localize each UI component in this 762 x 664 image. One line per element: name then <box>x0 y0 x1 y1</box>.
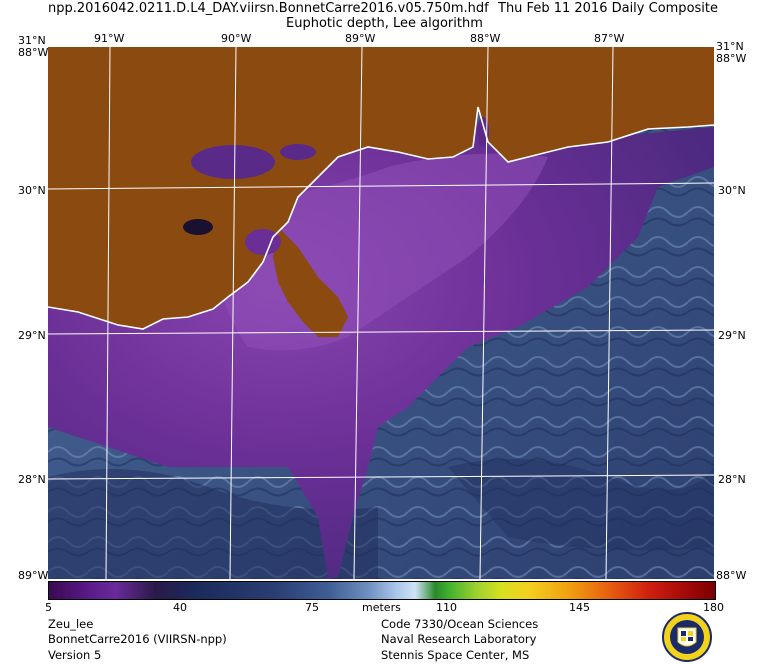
corner-label-top-right-2: 88°W <box>716 52 747 65</box>
colorbar-tick: 5 <box>45 601 52 614</box>
footer-version: Version 5 <box>48 647 102 662</box>
corner-label-top-left: 31°N <box>18 34 46 47</box>
longitude-label: 89°W <box>345 32 376 45</box>
colorbar-tick: 40 <box>173 601 187 614</box>
land-delta <box>273 227 348 337</box>
colorbar-tick: 180 <box>703 601 724 614</box>
longitude-label: 90°W <box>221 32 252 45</box>
filename-title: npp.2016042.0211.D.L4_DAY.viirsn.BonnetC… <box>48 1 489 16</box>
bay-small <box>477 117 489 147</box>
product-title: Euphotic depth, Lee algorithm <box>286 16 483 31</box>
colorbar-tick: 75 <box>305 601 319 614</box>
footer-product: Zeu_lee <box>48 617 94 631</box>
date-title: Thu Feb 11 2016 Daily Composite <box>498 1 718 16</box>
footer-region: BonnetCarre2016 (VIIRSN-npp) <box>48 632 227 647</box>
land <box>48 47 714 329</box>
corner-label-bottom-right: 88°W <box>716 569 747 582</box>
footer-lab: Naval Research Laboratory <box>381 632 537 647</box>
navy-seal-logo <box>662 612 712 662</box>
latitude-label-right: 30°N <box>718 184 746 197</box>
longitude-label: 88°W <box>470 32 501 45</box>
lake-borgne <box>280 144 316 160</box>
footer-code: Code 7330/Ocean Sciences <box>381 617 539 631</box>
dark-band <box>448 459 714 551</box>
latitude-label-right: 28°N <box>718 473 746 486</box>
lake-west <box>183 219 213 235</box>
corner-label-bottom-left: 89°W <box>18 569 49 582</box>
dark-band <box>48 469 378 579</box>
latitude-label-right: 29°N <box>718 329 746 342</box>
corner-label-top-right: 31°N <box>716 40 744 53</box>
latitude-label-left: 30°N <box>18 184 46 197</box>
map-image[interactable] <box>48 47 714 579</box>
longitude-label: 91°W <box>94 32 125 45</box>
latitude-label-left: 29°N <box>18 329 46 342</box>
latitude-label-left: 28°N <box>18 473 46 486</box>
colorbar-unit: meters <box>362 601 401 614</box>
bay-barataria <box>245 229 281 255</box>
longitude-label: 87°W <box>594 32 625 45</box>
colorbar <box>48 581 716 600</box>
footer-location: Stennis Space Center, MS <box>381 647 530 662</box>
footer-left: Zeu_lee BonnetCarre2016 (VIIRSN-npp) Ver… <box>48 617 227 663</box>
corner-label-top-left-2: 88°W <box>18 46 49 59</box>
footer-right: Code 7330/Ocean Sciences Naval Research … <box>381 617 538 663</box>
colorbar-tick: 110 <box>436 601 457 614</box>
lake-pontchartrain <box>191 145 275 179</box>
coastline <box>48 106 714 330</box>
colorbar-tick: 145 <box>569 601 590 614</box>
graticule <box>48 47 714 579</box>
